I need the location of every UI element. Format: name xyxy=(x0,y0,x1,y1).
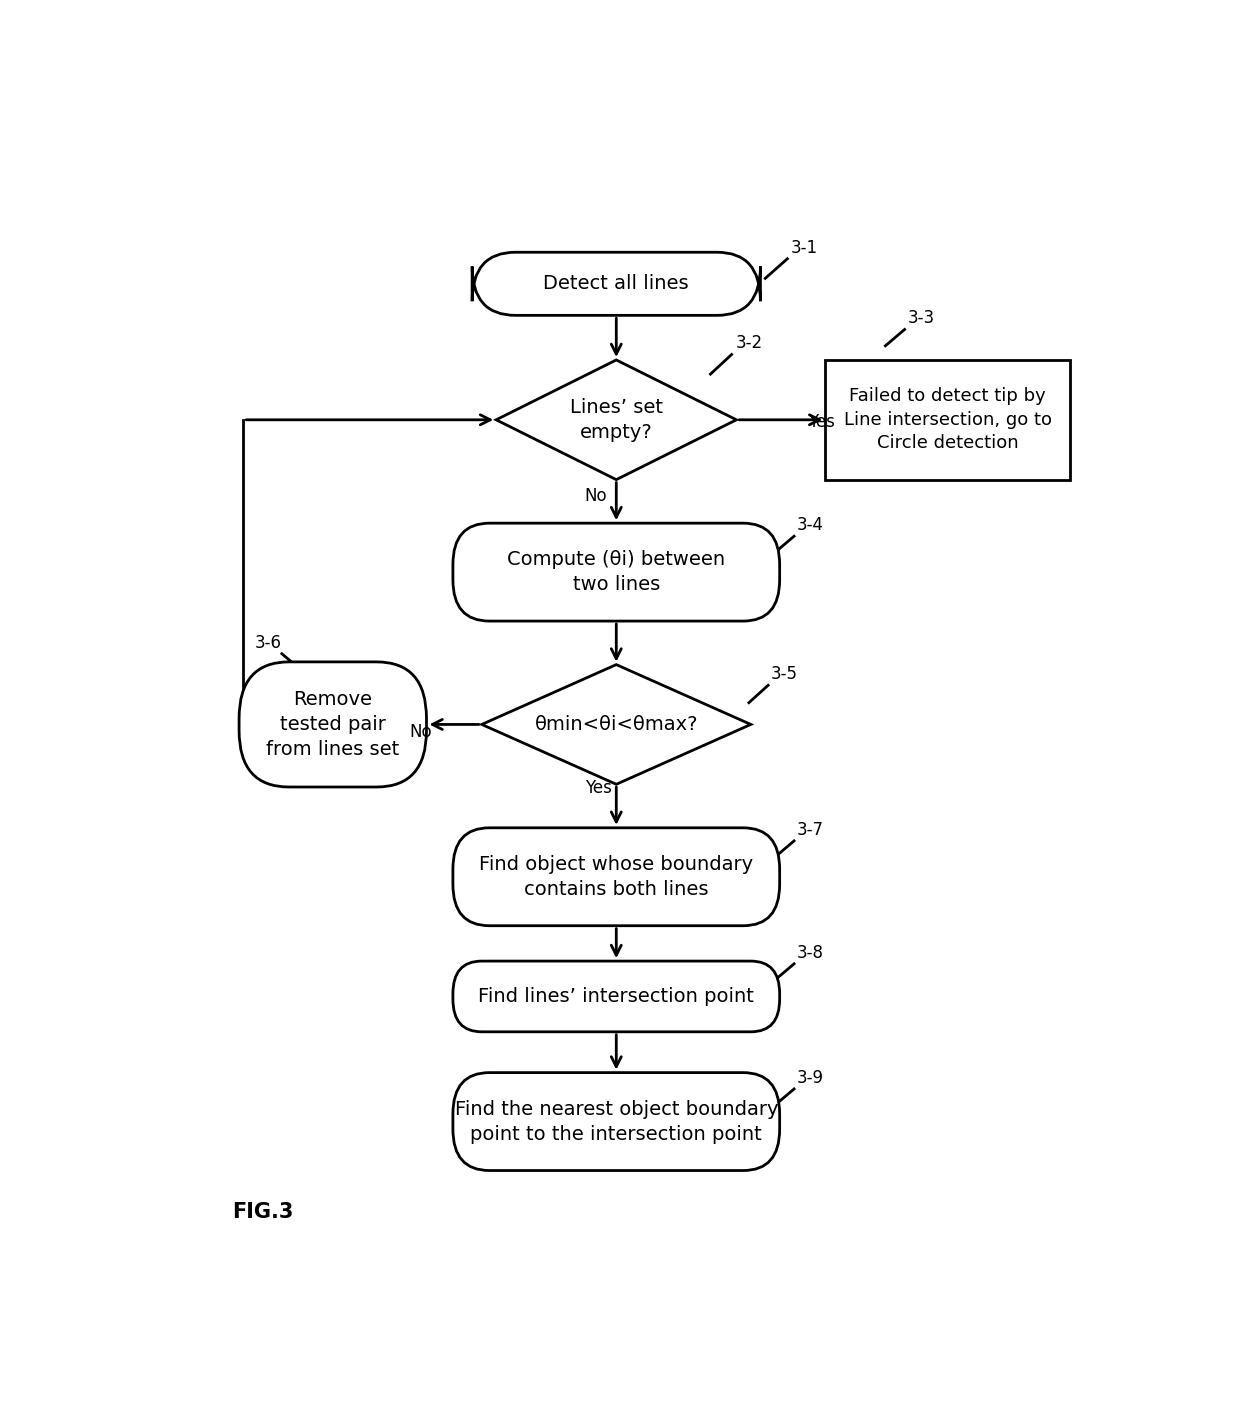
Text: θmin<θi<θmax?: θmin<θi<θmax? xyxy=(534,715,698,733)
Text: Failed to detect tip by
Line intersection, go to
Circle detection: Failed to detect tip by Line intersectio… xyxy=(844,387,1052,452)
Text: 3-8: 3-8 xyxy=(797,944,823,962)
Text: Remove
tested pair
from lines set: Remove tested pair from lines set xyxy=(267,690,399,759)
Text: Detect all lines: Detect all lines xyxy=(543,274,689,294)
Text: Find lines’ intersection point: Find lines’ intersection point xyxy=(479,986,754,1006)
Text: 3-2: 3-2 xyxy=(735,335,763,352)
Bar xyxy=(826,360,1070,479)
Text: No: No xyxy=(409,723,432,740)
Text: Find object whose boundary
contains both lines: Find object whose boundary contains both… xyxy=(479,855,754,899)
Text: 3-4: 3-4 xyxy=(797,516,823,534)
FancyBboxPatch shape xyxy=(453,1072,780,1170)
Text: Compute (θi) between
two lines: Compute (θi) between two lines xyxy=(507,550,725,593)
Text: 3-5: 3-5 xyxy=(771,666,799,682)
Polygon shape xyxy=(496,360,737,479)
FancyBboxPatch shape xyxy=(453,523,780,622)
Text: 3-6: 3-6 xyxy=(255,633,281,651)
Text: 3-7: 3-7 xyxy=(797,821,823,839)
Text: Lines’ set
empty?: Lines’ set empty? xyxy=(569,398,662,442)
FancyBboxPatch shape xyxy=(239,661,427,787)
FancyBboxPatch shape xyxy=(453,828,780,926)
Text: Find the nearest object boundary
point to the intersection point: Find the nearest object boundary point t… xyxy=(455,1099,777,1143)
FancyBboxPatch shape xyxy=(472,253,760,315)
FancyBboxPatch shape xyxy=(453,961,780,1031)
Text: FIG.3: FIG.3 xyxy=(232,1202,293,1222)
Text: Yes: Yes xyxy=(808,413,836,431)
Text: No: No xyxy=(584,487,608,504)
Text: 3-3: 3-3 xyxy=(908,309,935,328)
Text: 3-9: 3-9 xyxy=(797,1068,823,1087)
Text: Yes: Yes xyxy=(584,779,611,797)
Polygon shape xyxy=(481,664,751,784)
Text: 3-1: 3-1 xyxy=(791,239,818,257)
